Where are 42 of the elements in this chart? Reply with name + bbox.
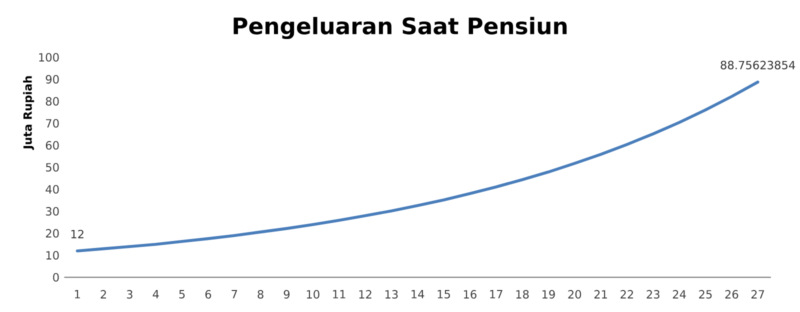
data-label: 88.75623854 [720, 60, 796, 70]
x-tick-label: 14 [412, 290, 424, 298]
x-tick-label: 16 [464, 290, 476, 299]
x-tick-label: 23 [646, 290, 660, 299]
y-tick-label: 50 [46, 163, 59, 172]
x-tick-label: 25 [699, 290, 712, 299]
x-tick-label: 24 [672, 290, 686, 298]
x-tick-label: 8 [258, 290, 264, 299]
x-tick-label: 4 [152, 290, 159, 298]
x-tick-label: 13 [385, 290, 398, 299]
x-tick-label: 17 [490, 290, 502, 298]
y-tick-label: 30 [46, 207, 59, 216]
x-tick-label: 19 [542, 290, 555, 299]
x-tick-label: 11 [333, 290, 346, 298]
y-tick-label: 60 [46, 141, 59, 150]
x-tick-label: 12 [359, 290, 372, 298]
x-tick-label: 3 [126, 290, 132, 299]
x-tick-label: 15 [438, 290, 450, 298]
data-label: 12 [71, 230, 84, 238]
y-tick-label: 10 [46, 251, 59, 260]
x-tick-label: 5 [179, 290, 185, 298]
x-tick-label: 20 [568, 290, 582, 299]
y-tick-label: 80 [46, 97, 59, 106]
y-tick-label: 90 [46, 75, 59, 84]
x-tick-label: 6 [205, 290, 212, 299]
x-tick-label: 7 [232, 290, 238, 298]
x-tick-label: 1 [74, 290, 80, 298]
x-tick-label: 27 [751, 290, 764, 298]
chart-title: Pengeluaran Saat Pensiun [234, 16, 567, 40]
y-tick-label: 20 [46, 229, 59, 238]
x-tick-label: 10 [306, 290, 320, 299]
x-tick-label: 21 [594, 290, 607, 298]
x-tick-label: 2 [100, 290, 106, 298]
x-tick-label: 9 [284, 290, 290, 299]
x-tick-label: 18 [516, 290, 529, 299]
y-tick-label: 100 [39, 53, 59, 62]
y-tick-label: 40 [46, 185, 59, 194]
y-tick-label: 70 [46, 119, 59, 128]
x-tick-label: 26 [725, 290, 738, 299]
y-axis-title: Juta Rupiah [23, 76, 34, 150]
x-tick-label: 22 [620, 290, 634, 298]
y-tick-label: 0 [53, 273, 59, 282]
